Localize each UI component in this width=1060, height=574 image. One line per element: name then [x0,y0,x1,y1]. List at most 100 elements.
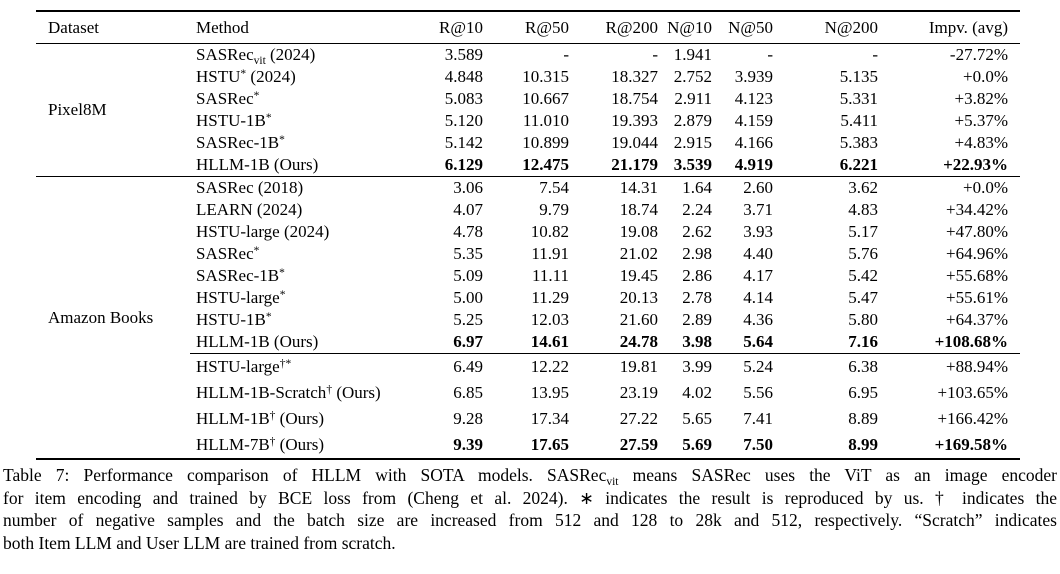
table-row: HLLM-1B (Ours) 6.97 14.61 24.78 3.98 5.64 7.16… [36,331,1020,354]
value-cell: 6.221 [839,155,878,174]
value-cell: 13.95 [530,383,569,402]
column-header-method: Method [190,11,437,44]
value-cell: +0.0% [963,67,1008,86]
value-cell: 10.315 [522,67,569,86]
value-cell: +0.0% [882,176,1020,199]
method-superscript: * [240,68,247,80]
value-cell: 27.22 [619,409,658,428]
value-cell: +108.68% [934,332,1008,351]
value-cell: 5.00 [453,288,483,307]
method-text: SASRec-1B [196,133,280,152]
value-cell: 3.71 [743,200,773,219]
method-superscript: * [253,245,260,257]
value-cell: +4.83% [954,133,1009,152]
value-cell: 2.752 [673,67,712,86]
value-cell: - [872,45,878,64]
table-row: SASRec-1B* 5.142 10.899 19.044 2.915 4.166 5.3… [36,132,1020,154]
method-cell: HLLM-1B† (Ours) [190,406,437,432]
method-text: SASRec [196,244,254,263]
method-text: (2024) [246,67,296,86]
value-cell: 1.64 [662,176,716,199]
value-cell: 4.78 [453,222,483,241]
value-cell: 4.07 [453,200,483,219]
value-cell: 14.31 [573,176,662,199]
table-row: HSTU-large (2024) 4.78 10.82 19.08 2.62 3.93 5… [36,221,1020,243]
method-text: HSTU-large [196,288,280,307]
value-cell: 11.29 [531,288,569,307]
value-cell: +47.80% [946,222,1008,241]
table-row: HLLM-1B-Scratch† (Ours) 6.85 13.95 23.19 4.0… [36,380,1020,406]
section-pixel8m: Pixel8M SASRecvit (2024) 3.589- -1.941- - -27… [36,44,1020,177]
caption-text: Table 7: Performance comparison of HLLM … [3,465,607,485]
value-cell: 3.98 [682,332,712,351]
value-cell: 2.86 [682,266,712,285]
method-text: HSTU-1B [196,111,266,130]
value-cell: 5.64 [743,332,773,351]
value-cell: 6.49 [437,353,487,380]
method-text: HSTU-large (2024) [196,222,330,241]
value-cell: 5.42 [848,266,878,285]
value-cell: 2.911 [674,89,712,108]
value-cell: 6.38 [777,353,882,380]
value-cell: 5.142 [444,133,483,152]
value-cell: 3.939 [734,67,773,86]
method-superscript: † [326,384,333,396]
method-cell: HSTU-large* [190,287,437,309]
method-text: (Ours) [332,383,381,402]
value-cell: 14.61 [530,332,569,351]
value-cell: 4.123 [734,89,773,108]
column-header-r-200: R@200 [573,11,662,44]
value-cell: - [652,45,658,64]
caption-line: for item encoding and trained by BCE los… [3,487,1057,510]
value-cell: 5.09 [453,266,483,285]
value-cell: 19.81 [573,353,662,380]
value-cell: 5.120 [444,111,483,130]
value-cell: - [563,45,569,64]
method-text: HLLM-1B (Ours) [196,155,319,174]
value-cell: 5.411 [840,111,878,130]
value-cell: +22.93% [943,155,1008,174]
value-cell: +169.58% [934,435,1008,454]
value-cell: 3.539 [673,155,712,174]
value-cell: 11.91 [531,244,569,263]
method-text: HLLM-1B (Ours) [196,332,319,351]
value-cell: 4.83 [848,200,878,219]
method-cell: HSTU* (2024) [190,66,437,88]
value-cell: 7.50 [743,435,773,454]
method-text: SASRec [196,45,254,64]
value-cell: 5.331 [839,89,878,108]
value-cell: 4.36 [743,310,773,329]
method-cell: HSTU-large†* [190,353,437,380]
value-cell: 5.17 [848,222,878,241]
value-cell: 4.40 [743,244,773,263]
value-cell: 10.82 [530,222,569,241]
value-cell: +88.94% [882,353,1020,380]
method-cell: HLLM-1B (Ours) [190,154,437,177]
method-superscript: * [279,134,285,146]
table-header: Dataset Method R@10 R@50 R@200 N@10 N@50 N@200 I… [36,11,1020,44]
value-cell: 20.13 [619,288,658,307]
value-cell: 5.56 [743,383,773,402]
method-cell: SASRec* [190,88,437,110]
value-cell: 10.899 [522,133,569,152]
column-header-n-50: N@50 [716,11,777,44]
table-row: SASRec-1B* 5.09 11.11 19.45 2.86 4.17 5.42 +55.… [36,265,1020,287]
value-cell: 5.24 [716,353,777,380]
value-cell: 1.941 [673,45,712,64]
value-cell: -27.72% [949,45,1008,64]
table-row: Amazon Books SASRec (2018) 3.06 7.54 14.31 1.… [36,176,1020,459]
value-cell: 2.78 [682,288,712,307]
value-cell: +55.68% [946,266,1008,285]
table-row: HLLM-1B† (Ours) 9.28 17.34 27.22 5.65 7.41 8.8… [36,406,1020,432]
caption-text: number of negative samples and the batch… [3,510,1057,531]
value-cell: +64.96% [946,244,1008,263]
value-cell: 6.85 [453,383,483,402]
method-cell: SASRec* [190,243,437,265]
value-cell: 6.97 [453,332,483,351]
header-row: Dataset Method R@10 R@50 R@200 N@10 N@50 N@200 I… [36,11,1020,44]
method-superscript: † [269,436,276,448]
value-cell: 4.848 [444,67,483,86]
value-cell: 11.010 [522,111,569,130]
method-text: HSTU-large [196,357,280,376]
results-table: Dataset Method R@10 R@50 R@200 N@10 N@50 N@200 I… [36,10,1020,460]
